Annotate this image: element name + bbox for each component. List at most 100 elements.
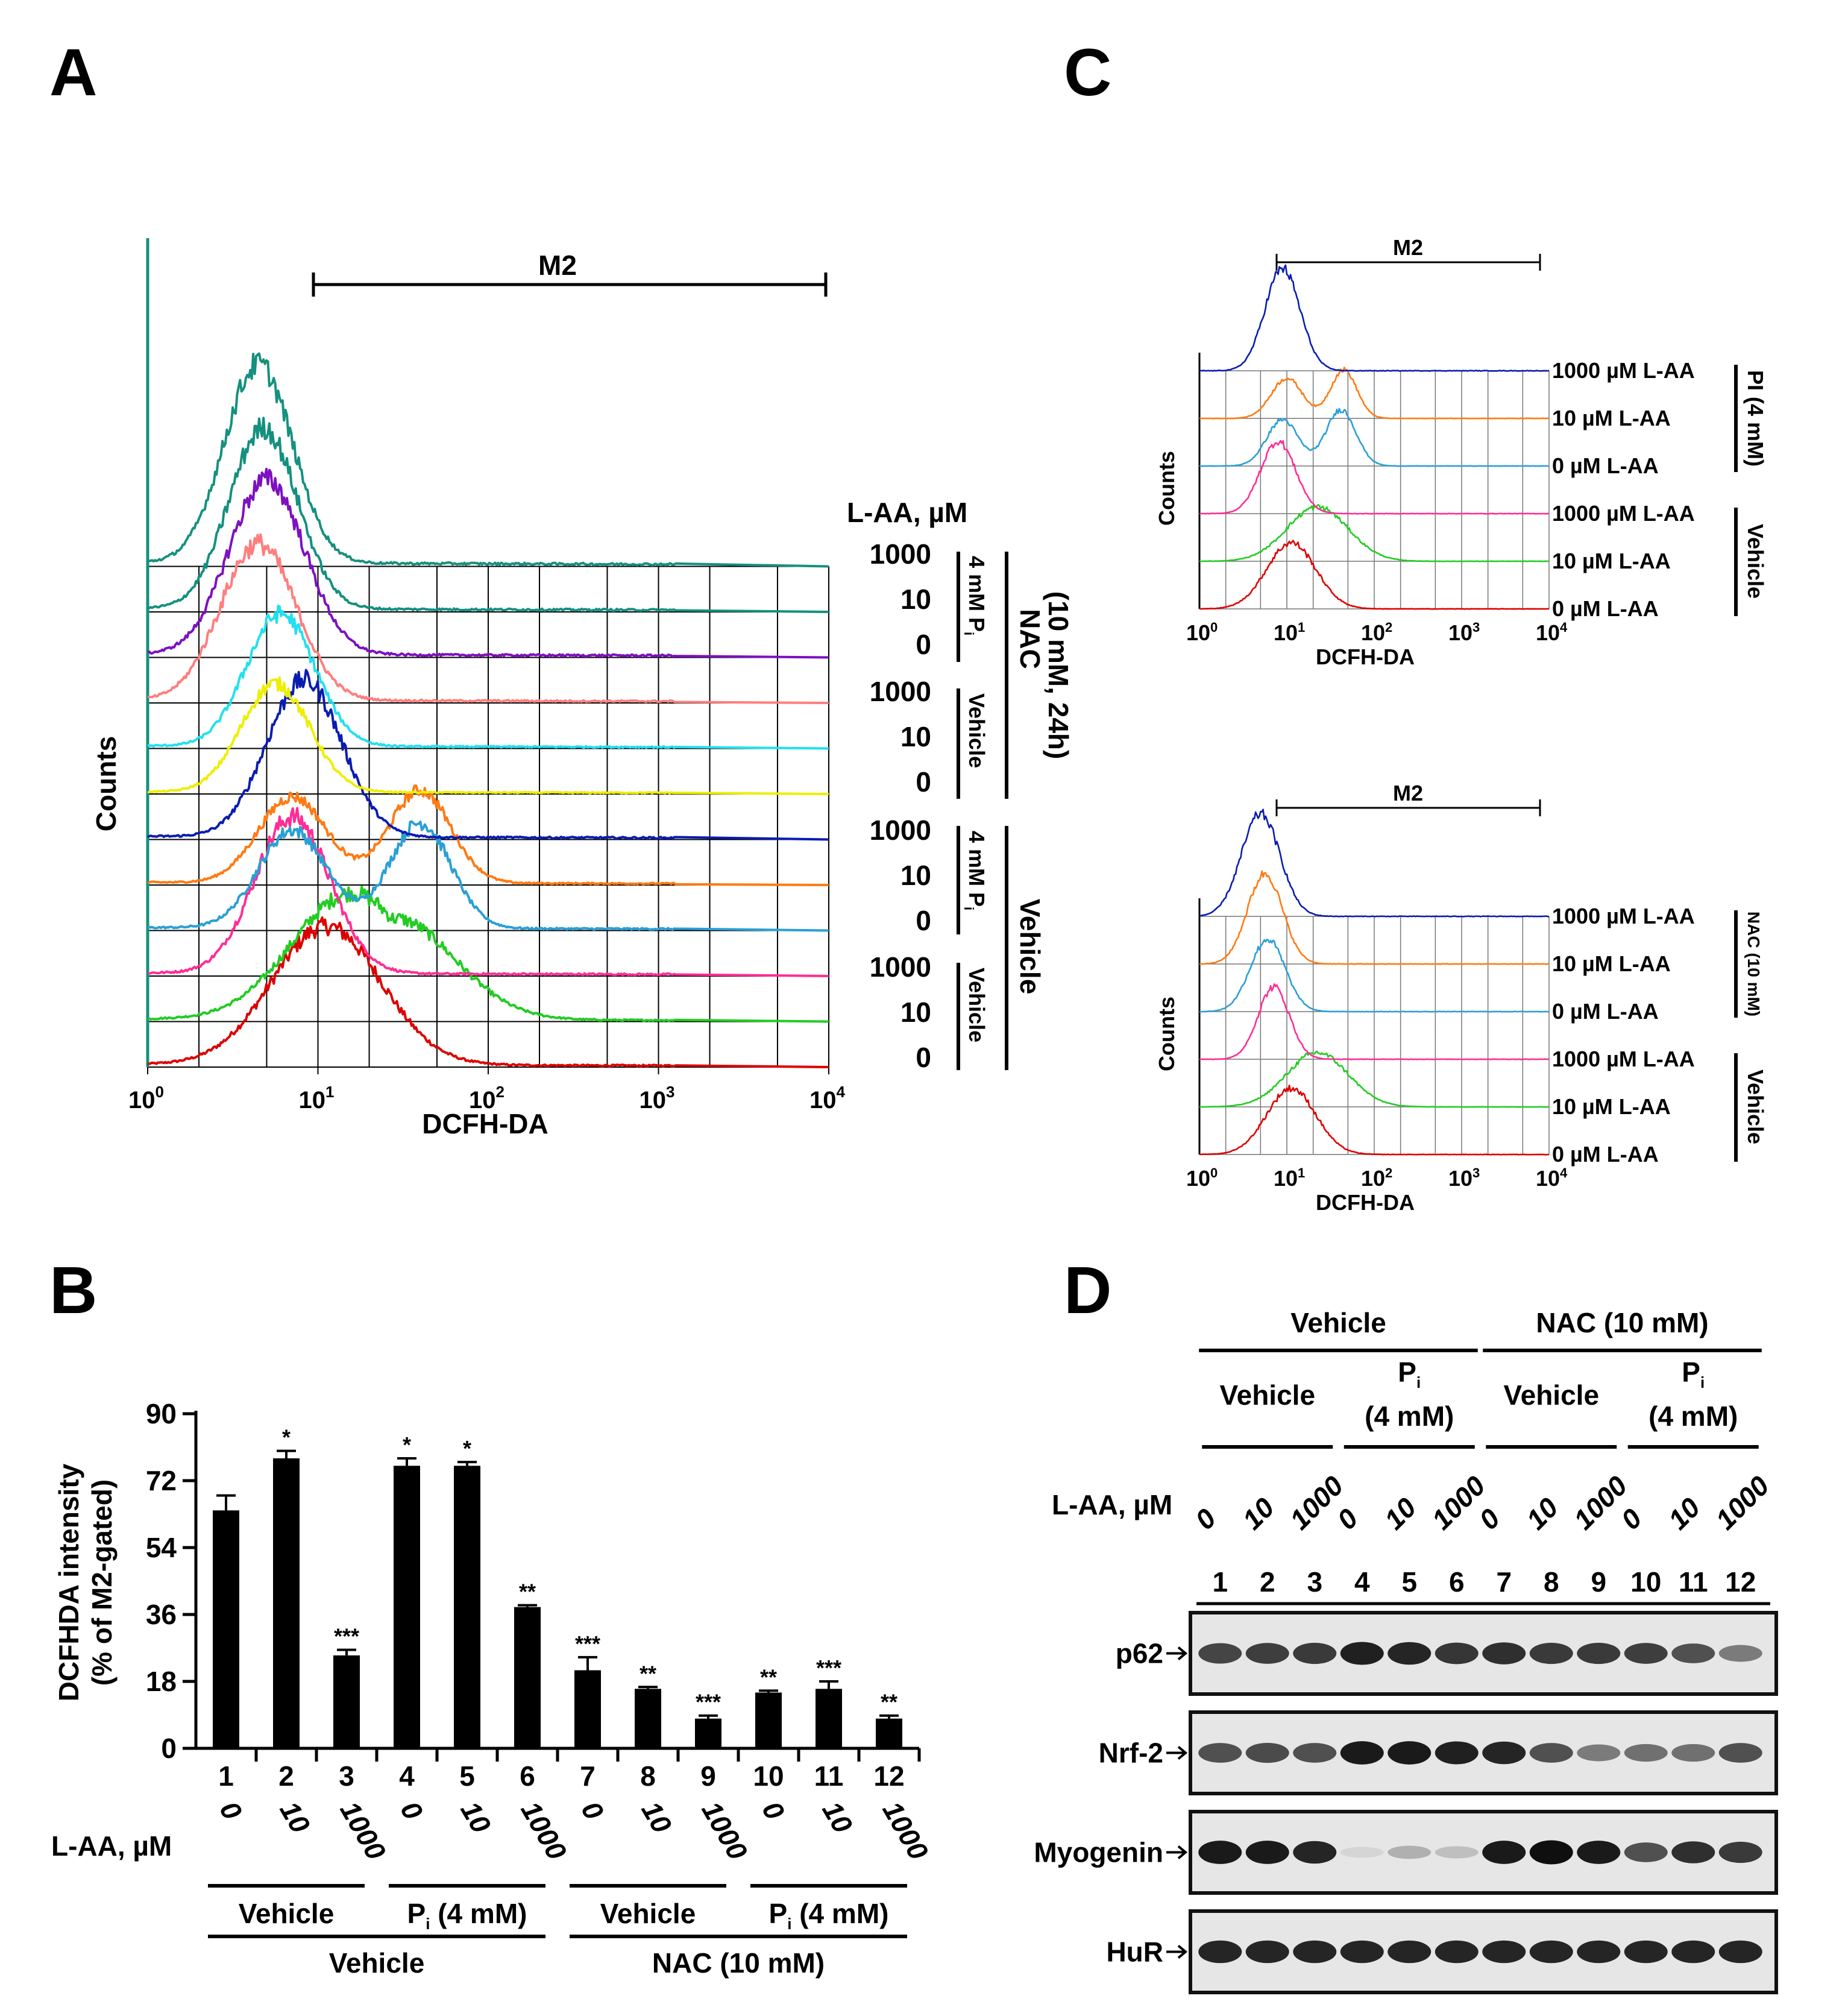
panel-d-band <box>1435 1940 1479 1964</box>
panel-a-m2-gate: M2 <box>312 250 828 297</box>
panel-a-concentration-labels: 1000 10 0 1000 10 0 1000 10 0 1000 10 0 <box>870 538 931 1073</box>
panel-c-ylabel: Counts <box>1154 451 1179 526</box>
panel-d-band <box>1718 1940 1762 1964</box>
panel-c-trace-3 <box>1199 983 1550 1060</box>
panel-c-ylabel: Counts <box>1154 997 1179 1071</box>
panel-b-group-label: Vehicle <box>600 1898 696 1929</box>
panel-d-lane-number: 11 <box>1679 1566 1708 1598</box>
panel-b-group-label-rest: (4 mM) <box>430 1898 527 1929</box>
panel-b-significance: *** <box>575 1631 600 1656</box>
panel-d-western-blot: Vehicle NAC (10 mM) Vehicle Pi (4 mM) Vehicle… <box>1034 1307 1778 1994</box>
panel-c-xtick-label: 102 <box>1361 620 1392 645</box>
panel-d-band <box>1388 1845 1432 1859</box>
panel-d-band <box>1671 1643 1715 1663</box>
panel-d-sub-group-label: Pi <box>1398 1356 1421 1391</box>
panel-d-band <box>1198 1940 1242 1964</box>
panel-c-trace-2 <box>1199 503 1550 562</box>
panel-d-band <box>1671 1940 1715 1964</box>
panel-d-band <box>1245 1940 1289 1964</box>
panel-d-lane-number: 3 <box>1307 1566 1322 1598</box>
panel-b-bar-number: 6 <box>520 1760 535 1792</box>
panel-a-pi-label-top: 4 mM Pi <box>961 556 989 635</box>
panel-b-bars: 10*210***31000*40*510**61000***70**810**… <box>213 1425 935 1865</box>
panel-a-xtick-base: 10 <box>640 1087 667 1114</box>
panel-d-band <box>1340 1940 1384 1964</box>
panel-b-laa-label: L-AA, µM <box>51 1830 172 1862</box>
panel-a-group-brackets <box>957 552 1008 1070</box>
panel-d-band <box>1340 1741 1384 1765</box>
panel-d-blot-label: Nrf-2 <box>1099 1737 1163 1769</box>
panel-d-blot-arrow-icon <box>1166 1745 1188 1760</box>
panel-d-band <box>1435 1741 1479 1765</box>
panel-c-trace-1 <box>1199 540 1550 610</box>
panel-d-band <box>1340 1847 1384 1858</box>
panel-d-lane-number: 1 <box>1212 1566 1228 1598</box>
panel-a-conc-label: 1000 <box>870 814 931 846</box>
panel-b-bar-number: 5 <box>459 1760 475 1792</box>
panel-a-m2-label: M2 <box>538 250 577 281</box>
panel-b-bar-number: 1 <box>218 1760 234 1792</box>
panel-d-band <box>1293 1940 1337 1964</box>
panel-d-band <box>1482 1642 1526 1665</box>
panel-c-row-label: 0 µM L-AA <box>1552 453 1659 478</box>
panel-d-sub-group-rest: (4 mM) <box>1365 1400 1454 1432</box>
panel-b-bar-number: 7 <box>580 1760 596 1792</box>
panel-c-trace-2 <box>1199 1050 1549 1108</box>
panel-d-conc-label: 0 <box>1615 1502 1648 1536</box>
panel-b-conc-label: 1000 <box>515 1796 573 1865</box>
panel-d-blot-arrow-icon <box>1166 1944 1188 1959</box>
panel-d-band <box>1198 1743 1242 1763</box>
panel-d-top-group: NAC (10 mM) <box>1536 1307 1708 1338</box>
panel-c-row-label: 0 µM L-AA <box>1552 596 1659 621</box>
panel-a-trace-10 <box>147 467 829 659</box>
panel-a-xtick-exp: 2 <box>496 1083 504 1101</box>
panel-a-vehicle-label-top: Vehicle <box>964 693 989 768</box>
panel-b-significance: * <box>463 1436 471 1461</box>
panel-c-group-upper: NAC (10 mM) <box>1744 912 1763 1016</box>
panel-a-histogram-overlay: M2 100 101 102 103 104 DCFH-DA Counts L-AA, … <box>90 238 1074 1139</box>
panel-a-pi-label-bottom: 4 mM Pi <box>961 831 989 910</box>
panel-b-conc-label: 1000 <box>696 1796 753 1865</box>
panel-d-sub-group-sub: i <box>1700 1373 1705 1391</box>
panel-d-conc-label: 10 <box>1236 1492 1280 1536</box>
panel-a-xtick-label: 103 <box>640 1083 675 1114</box>
panel-a-conc-label: 0 <box>916 766 931 798</box>
panel-a-xtick-label: 101 <box>299 1083 335 1114</box>
panel-a-trace-12 <box>147 352 829 568</box>
panel-d-conc-label: 10 <box>1662 1492 1706 1536</box>
panel-a-conc-label: 10 <box>900 721 931 752</box>
panel-b-bar-2 <box>273 1458 300 1748</box>
panel-a-xlabel: DCFH-DA <box>422 1108 548 1139</box>
panel-c-group-lower: Vehicle <box>1743 1069 1768 1144</box>
panel-b-outer-label: Vehicle <box>329 1947 425 1979</box>
panel-c-trace-5 <box>1199 870 1550 965</box>
panel-a-trace-9 <box>147 533 829 704</box>
panel-d-conc-label: 0 <box>1189 1502 1222 1536</box>
panel-d-laa-header: L-AA, µM <box>1052 1489 1172 1520</box>
panel-d-band <box>1671 1841 1715 1863</box>
panel-c-trace-4 <box>1199 939 1549 1013</box>
panel-a-conc-label: 1000 <box>870 676 931 707</box>
panel-a-conc-label: 0 <box>916 1042 931 1073</box>
panel-d-band <box>1435 1642 1479 1665</box>
panel-c-row-label: 0 µM L-AA <box>1552 999 1659 1024</box>
panel-d-band <box>1529 1840 1573 1865</box>
panel-a-nac-detail: (10 mM, 24h) <box>1043 591 1074 760</box>
panel-b-conc-label: 1000 <box>334 1796 392 1865</box>
panel-d-band <box>1340 1642 1384 1665</box>
panel-d-lane-number: 12 <box>1725 1566 1756 1598</box>
panel-d-top-group: Vehicle <box>1290 1307 1386 1338</box>
panel-d-band <box>1529 1743 1573 1763</box>
panel-d-lane-number: 8 <box>1544 1566 1559 1598</box>
panel-a-trace-5 <box>147 784 829 886</box>
panel-b-bar-7 <box>574 1670 601 1748</box>
panel-d-conc-label: 10 <box>1520 1492 1564 1536</box>
panel-d-blot-label: p62 <box>1116 1638 1163 1669</box>
panel-c-trace-3 <box>1199 439 1550 515</box>
panel-b-ytick-label: 90 <box>146 1398 177 1429</box>
panel-c-row-label: 10 µM L-AA <box>1552 549 1671 573</box>
panel-d-band <box>1482 1841 1526 1864</box>
panel-c-xtick-base: 10 <box>1274 1166 1298 1191</box>
panel-c-m2-label: M2 <box>1393 235 1423 260</box>
